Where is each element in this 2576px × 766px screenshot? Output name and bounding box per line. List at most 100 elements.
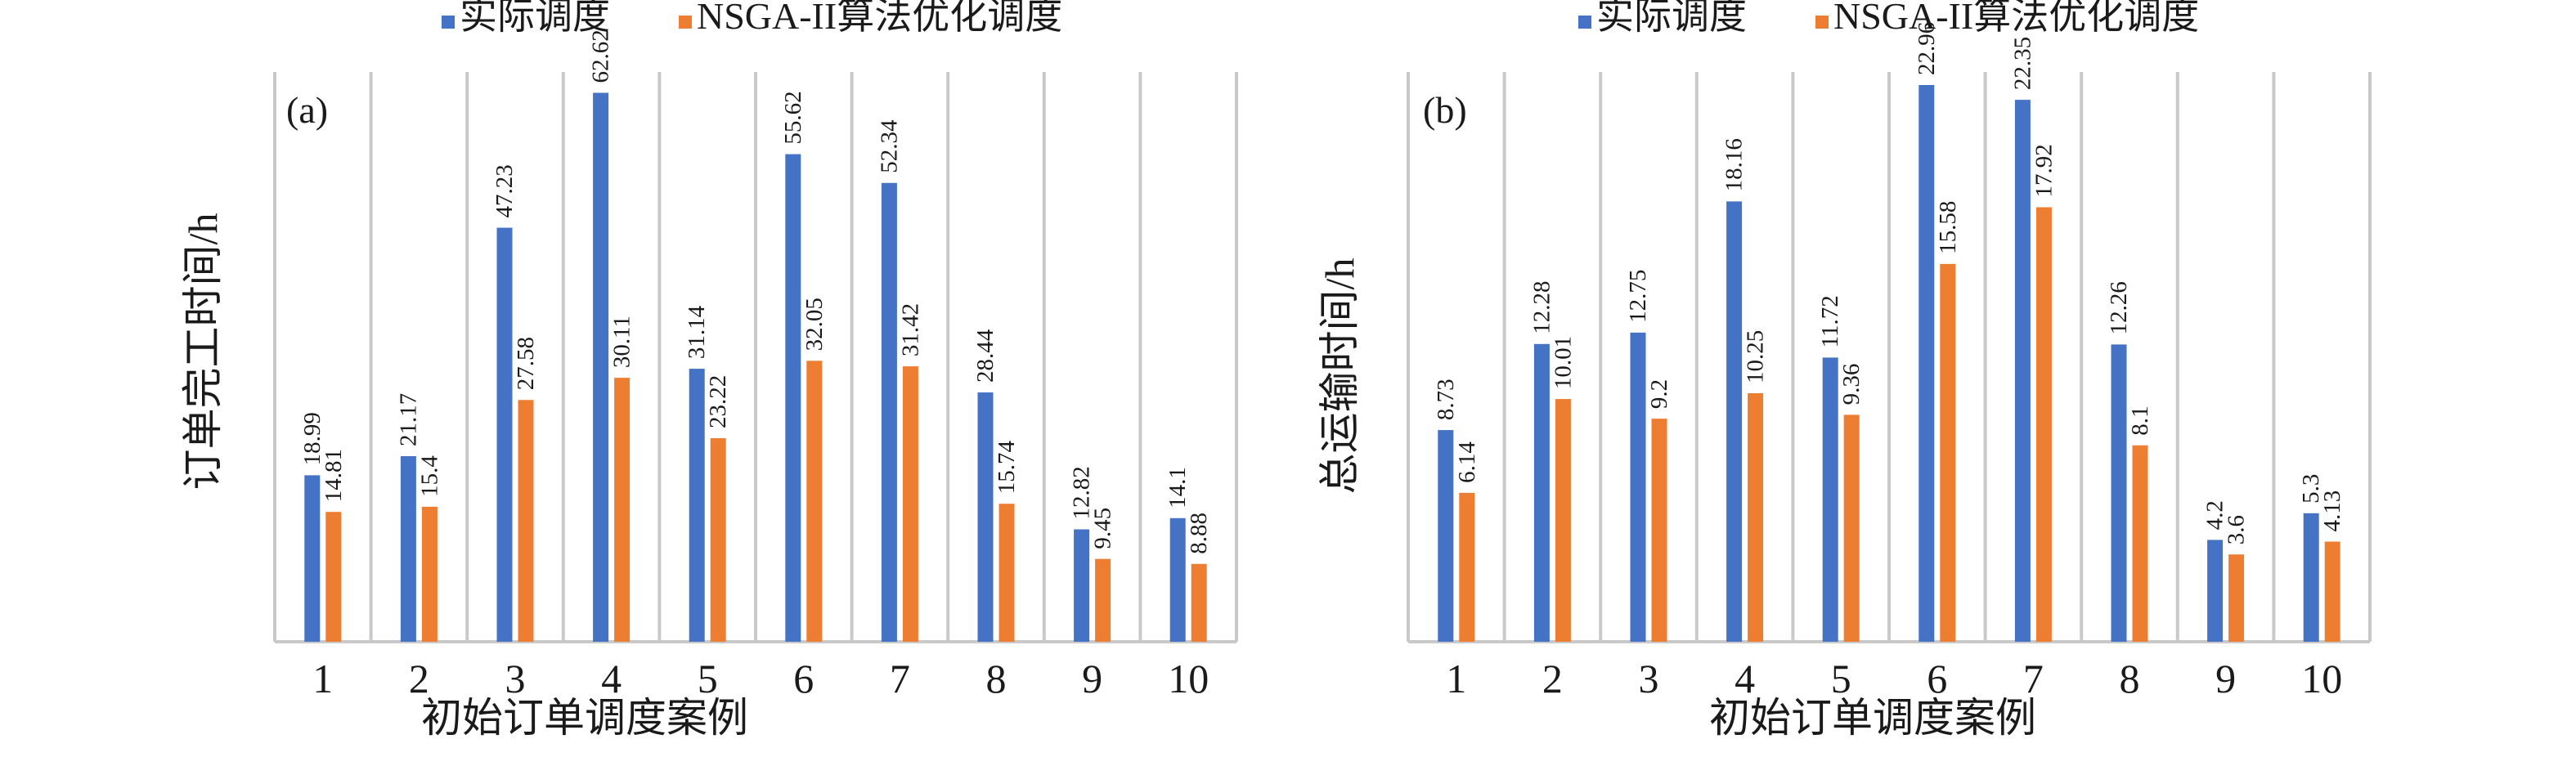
- y-axis-title: 订单完工时间/h: [180, 213, 226, 491]
- bar-optimized-4: [1748, 392, 1764, 642]
- data-label: 8.1: [2127, 406, 2153, 436]
- legend-label-optimized: NSGA-II算法优化调度: [1833, 0, 2199, 37]
- bar-actual-10: [1169, 517, 1186, 642]
- data-label: 9.36: [1838, 364, 1865, 405]
- bar-actual-1: [1438, 430, 1454, 642]
- data-label: 3.6: [2224, 515, 2250, 544]
- x-tick-label: 7: [890, 656, 910, 701]
- panel-label: (b): [1423, 89, 1467, 131]
- x-tick-label: 1: [1446, 656, 1466, 701]
- x-tick-label: 3: [505, 656, 526, 701]
- data-label: 22.96: [1914, 22, 1940, 75]
- x-tick-label: 9: [2215, 656, 2236, 701]
- x-tick-label: 6: [793, 656, 814, 701]
- data-label: 14.81: [321, 449, 347, 502]
- bar-optimized-4: [614, 378, 631, 642]
- data-label: 22.35: [2009, 37, 2035, 90]
- legend: 实际调度 NSGA-II算法优化调度: [1578, 0, 2199, 37]
- x-tick-label: 10: [2301, 656, 2342, 701]
- bar-optimized-1: [1459, 492, 1475, 642]
- bar-actual-2: [400, 455, 416, 642]
- bar-actual-9: [1074, 529, 1090, 642]
- data-label: 28.44: [972, 329, 999, 383]
- data-label: 5.3: [2298, 474, 2324, 504]
- data-label: 31.14: [684, 305, 710, 359]
- data-label: 6.14: [1454, 441, 1480, 483]
- data-label: 12.28: [1528, 281, 1555, 334]
- bar-actual-7: [881, 182, 897, 642]
- panel-label: (a): [286, 89, 328, 131]
- bar-actual-4: [593, 92, 609, 642]
- legend-label-actual: 实际调度: [1596, 0, 1747, 37]
- x-tick-label: 7: [2023, 656, 2044, 701]
- data-label: 23.22: [705, 375, 731, 428]
- x-tick-label: 3: [1639, 656, 1659, 701]
- bar-actual-7: [2014, 100, 2031, 642]
- bar-optimized-5: [1843, 414, 1860, 642]
- x-tick-label: 2: [409, 656, 429, 701]
- data-label: 15.4: [416, 455, 442, 497]
- bar-optimized-3: [1651, 419, 1667, 642]
- bar-actual-4: [1726, 201, 1743, 642]
- bar-actual-9: [2207, 540, 2224, 642]
- bar-optimized-2: [1555, 399, 1571, 642]
- data-label: 18.16: [1721, 138, 1748, 191]
- bar-actual-6: [785, 154, 801, 642]
- bar-actual-8: [977, 392, 994, 642]
- x-axis-title: 初始订单调度案例: [1709, 695, 2036, 741]
- bar-actual-3: [496, 227, 513, 642]
- bar-optimized-10: [2324, 541, 2340, 642]
- data-label: 14.1: [1165, 467, 1191, 508]
- x-tick-label: 1: [312, 656, 333, 701]
- data-label: 12.75: [1625, 270, 1651, 323]
- bar-actual-2: [1533, 343, 1550, 642]
- legend-swatch-optimized: [1815, 16, 1829, 29]
- data-label: 17.92: [2031, 144, 2057, 197]
- data-label: 62.62: [588, 29, 614, 83]
- bar-optimized-6: [806, 361, 823, 642]
- data-label: 4.2: [2202, 500, 2228, 530]
- x-axis-title: 初始订单调度案例: [421, 695, 748, 741]
- bar-actual-8: [2111, 344, 2127, 642]
- x-tick-label: 10: [1168, 656, 1209, 701]
- x-tick-label: 8: [986, 656, 1007, 701]
- data-label: 4.13: [2319, 491, 2345, 532]
- x-tick-label: 4: [1735, 656, 1755, 701]
- x-tick-label: 5: [1831, 656, 1851, 701]
- data-label: 15.74: [994, 440, 1020, 494]
- data-label: 31.42: [897, 303, 923, 356]
- bar-optimized-2: [421, 506, 438, 642]
- bar-actual-5: [689, 369, 705, 642]
- legend-swatch-actual: [442, 16, 455, 29]
- bar-optimized-1: [325, 512, 342, 642]
- data-label: 10.25: [1743, 330, 1769, 383]
- data-label: 27.58: [513, 337, 539, 390]
- bar-optimized-7: [902, 366, 918, 642]
- x-tick-label: 4: [601, 656, 622, 701]
- data-label: 9.2: [1646, 379, 1672, 409]
- data-label: 47.23: [491, 164, 518, 217]
- x-tick-label: 8: [2120, 656, 2140, 701]
- y-axis-title: 总运输时间/h: [1317, 258, 1362, 495]
- bar-optimized-9: [1095, 558, 1111, 642]
- data-label: 32.05: [801, 298, 828, 351]
- data-label: 8.88: [1186, 513, 1212, 554]
- bar-optimized-10: [1191, 563, 1207, 642]
- bar-optimized-6: [1940, 263, 1956, 642]
- legend-swatch-optimized: [679, 16, 692, 29]
- bar-optimized-8: [2132, 445, 2148, 642]
- data-label: 12.26: [2106, 281, 2132, 334]
- data-label: 10.01: [1550, 336, 1576, 389]
- bar-actual-6: [1919, 85, 1935, 642]
- data-label: 21.17: [395, 393, 421, 446]
- data-label: 9.45: [1090, 508, 1116, 549]
- legend-label-actual: 实际调度: [460, 0, 610, 37]
- bar-optimized-8: [999, 504, 1015, 642]
- data-label: 15.58: [1935, 201, 1961, 254]
- bar-actual-10: [2303, 513, 2319, 642]
- bar-optimized-5: [710, 438, 726, 642]
- x-tick-label: 9: [1082, 656, 1102, 701]
- x-tick-label: 6: [1927, 656, 1947, 701]
